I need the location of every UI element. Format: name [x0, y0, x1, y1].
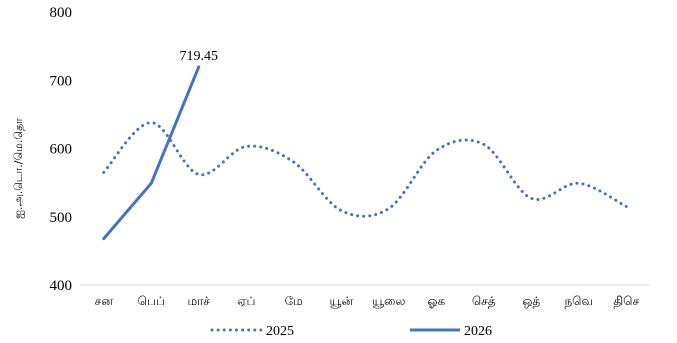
y-tick-label: 700 [50, 73, 73, 89]
y-tick-label: 600 [50, 142, 73, 158]
legend: 2025 2026 [212, 324, 492, 339]
data-labels: 719.45 [180, 49, 219, 64]
y-tick-label: 800 [50, 5, 73, 21]
legend-label: 2025 [266, 324, 294, 339]
y-axis-label: ஐ.அ.டொ./மெ.தொ [12, 118, 25, 219]
y-axis: 400 500 600 700 800 [50, 5, 73, 294]
legend-label: 2026 [464, 324, 492, 339]
x-tick-label: மாச் [187, 294, 210, 308]
x-tick-label: மே [285, 294, 303, 308]
series-line-2025 [104, 123, 627, 217]
x-tick-label: ஓக [427, 294, 445, 308]
y-tick-label: 400 [50, 278, 73, 294]
series-group [104, 67, 627, 239]
x-tick-label: நவெ [564, 294, 593, 308]
x-tick-label: திசெ [613, 294, 639, 308]
x-tick-label: சன [95, 294, 114, 308]
x-tick-label: யூலை [372, 294, 405, 308]
x-tick-label: பெப் [138, 294, 165, 308]
x-tick-label: ஒத் [522, 294, 540, 308]
x-tick-label: யூன் [329, 294, 353, 308]
x-axis: சன பெப் மாச் ஏப் மே யூன் யூலை ஓக செத் ஒத் நவெ திசெ [80, 285, 650, 308]
y-tick-label: 500 [50, 210, 73, 226]
x-tick-label: செத் [472, 294, 496, 308]
x-tick-label: ஏப் [237, 294, 255, 308]
data-label: 719.45 [180, 49, 219, 64]
